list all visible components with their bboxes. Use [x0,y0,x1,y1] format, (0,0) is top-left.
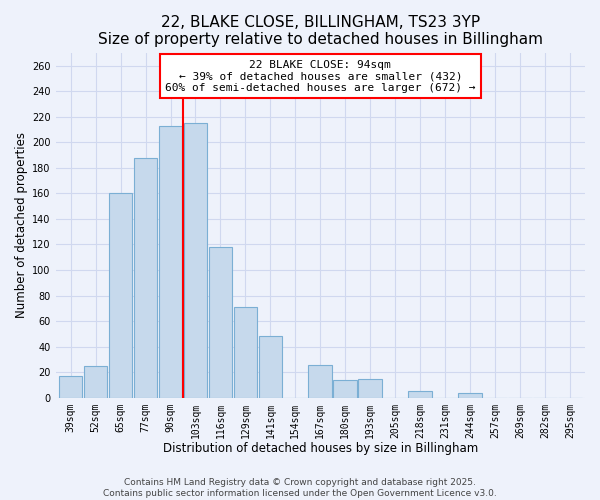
Text: 22 BLAKE CLOSE: 94sqm
← 39% of detached houses are smaller (432)
60% of semi-det: 22 BLAKE CLOSE: 94sqm ← 39% of detached … [165,60,476,93]
Bar [458,392,482,398]
Bar [158,126,182,398]
Bar [184,123,208,398]
Bar [409,392,432,398]
Bar [233,307,257,398]
Bar [109,194,133,398]
Text: Contains HM Land Registry data © Crown copyright and database right 2025.
Contai: Contains HM Land Registry data © Crown c… [103,478,497,498]
Bar [259,336,282,398]
Bar [209,247,232,398]
Bar [84,366,107,398]
Y-axis label: Number of detached properties: Number of detached properties [15,132,28,318]
Title: 22, BLAKE CLOSE, BILLINGHAM, TS23 3YP
Size of property relative to detached hous: 22, BLAKE CLOSE, BILLINGHAM, TS23 3YP Si… [98,15,543,48]
Bar [59,376,82,398]
X-axis label: Distribution of detached houses by size in Billingham: Distribution of detached houses by size … [163,442,478,455]
Bar [308,364,332,398]
Bar [334,380,357,398]
Bar [358,378,382,398]
Bar [134,158,157,398]
